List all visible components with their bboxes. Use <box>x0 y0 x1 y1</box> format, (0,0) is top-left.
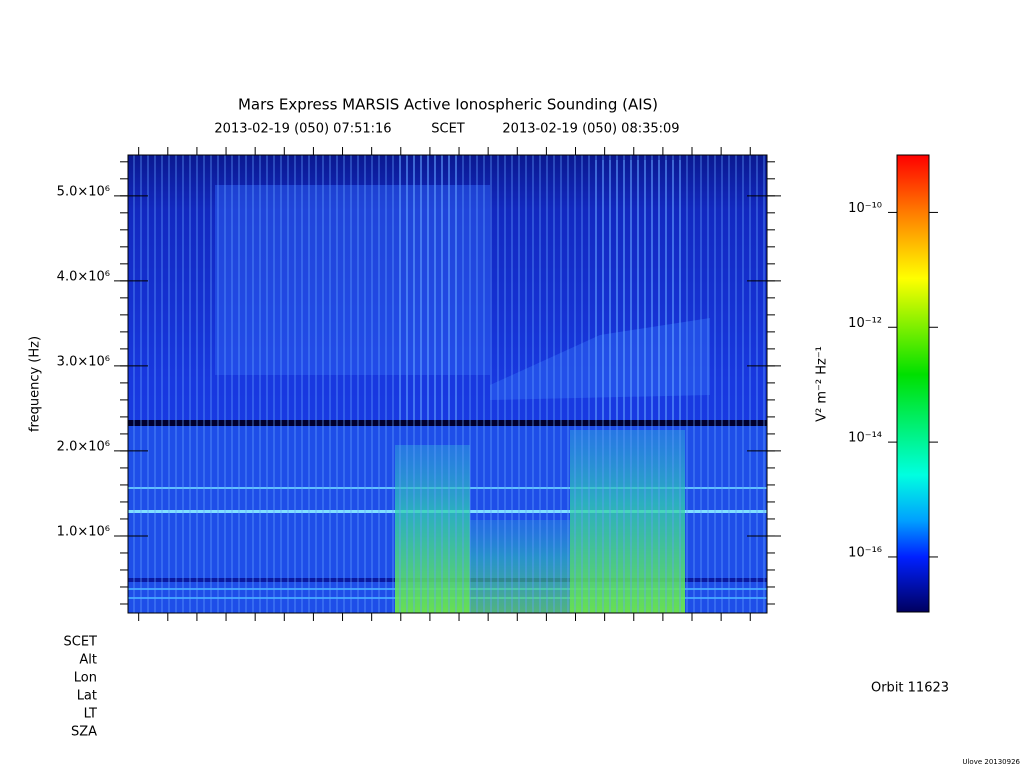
ephemeris-label: Lon <box>74 671 97 686</box>
y-tick-label: 3.0×10⁶ <box>57 354 110 369</box>
footer: Ulove 20130926 <box>962 758 1020 766</box>
subtitle: SCET <box>431 122 465 137</box>
ephemeris-label: SCET <box>64 635 98 650</box>
colorbar-tick-label: 10⁻¹² <box>848 316 882 331</box>
colorbar-tick-label: 10⁻¹⁶ <box>848 545 882 560</box>
spectrogram <box>127 154 768 614</box>
y-axis-label: frequency (Hz) <box>28 336 43 432</box>
y-tick-label: 4.0×10⁶ <box>57 269 110 284</box>
chart-title: Mars Express MARSIS Active Ionospheric S… <box>238 96 658 114</box>
ephemeris-label: SZA <box>71 725 97 740</box>
ephemeris-label: Lat <box>77 689 97 704</box>
y-tick-label: 5.0×10⁶ <box>57 184 110 199</box>
y-tick-label: 1.0×10⁶ <box>57 524 110 539</box>
colorbar-tick-label: 10⁻¹⁰ <box>848 201 882 216</box>
colorbar-tick-label: 10⁻¹⁴ <box>848 431 882 446</box>
ephemeris-label: LT <box>84 707 97 722</box>
colorbar-label: V² m⁻² Hz⁻¹ <box>815 346 830 422</box>
orbit: Orbit 11623 <box>871 681 949 696</box>
y-tick-label: 2.0×10⁶ <box>57 439 110 454</box>
subtitle: 2013-02-19 (050) 08:35:09 <box>502 122 679 137</box>
subtitle: 2013-02-19 (050) 07:51:16 <box>214 122 391 137</box>
ephemeris-label: Alt <box>79 653 97 668</box>
colorbar <box>896 154 930 613</box>
